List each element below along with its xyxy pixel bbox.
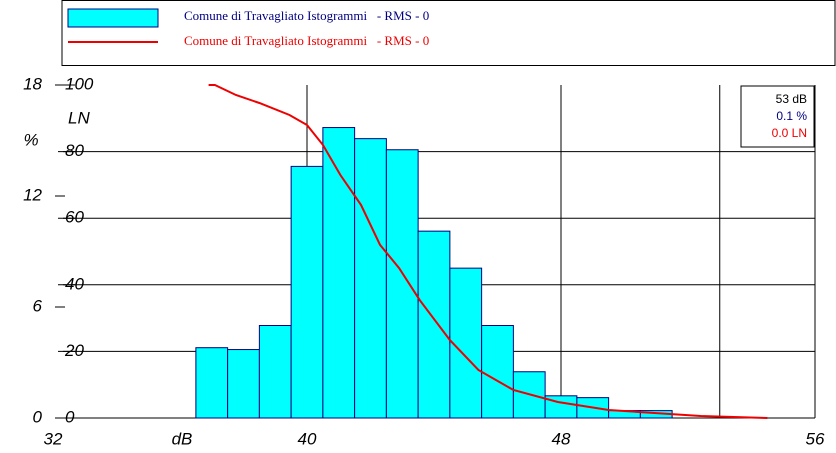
bar	[195, 347, 229, 419]
readout-text: 53 dB	[776, 92, 807, 106]
legend-label: Comune di Travagliato Istogrammi - RMS -…	[184, 8, 429, 23]
bar	[227, 349, 260, 419]
bar	[322, 127, 356, 419]
x-tick-label: 32	[44, 429, 63, 448]
bar	[290, 165, 324, 419]
y-axis-label: %	[23, 130, 38, 149]
cumulative-line	[208, 84, 768, 419]
x-tick-label: 48	[552, 429, 571, 448]
legend-box	[61, 0, 836, 66]
readout-box	[740, 85, 815, 148]
bar	[449, 267, 483, 419]
y2-tick-label: 40	[65, 274, 84, 293]
y2-tick-label: 100	[65, 74, 94, 93]
y-tick-label: 12	[23, 185, 42, 204]
readout-text: 0.1 %	[776, 109, 807, 123]
bar	[417, 230, 451, 419]
y2-tick-label: 20	[64, 341, 84, 360]
bar	[385, 149, 419, 419]
y2-tick-label: 0	[65, 407, 75, 426]
y-tick-label: 18	[23, 74, 42, 93]
legend-label: Comune di Travagliato Istogrammi - RMS -…	[184, 33, 429, 48]
y2-tick-label: 60	[65, 208, 84, 227]
x-tick-label: 40	[298, 429, 317, 448]
x-tick-label: 56	[806, 429, 825, 448]
bar	[481, 325, 514, 419]
y2-axis-label: LN	[68, 108, 90, 127]
legend-swatch	[67, 8, 159, 28]
y2-tick-label: 80	[65, 141, 84, 160]
bar	[354, 138, 387, 419]
readout-text: 0.0 LN	[772, 126, 807, 140]
y-tick-label: 6	[33, 296, 43, 315]
y-tick-label: 0	[33, 407, 43, 426]
x-axis-label: dB	[172, 429, 193, 448]
bar	[258, 325, 292, 419]
